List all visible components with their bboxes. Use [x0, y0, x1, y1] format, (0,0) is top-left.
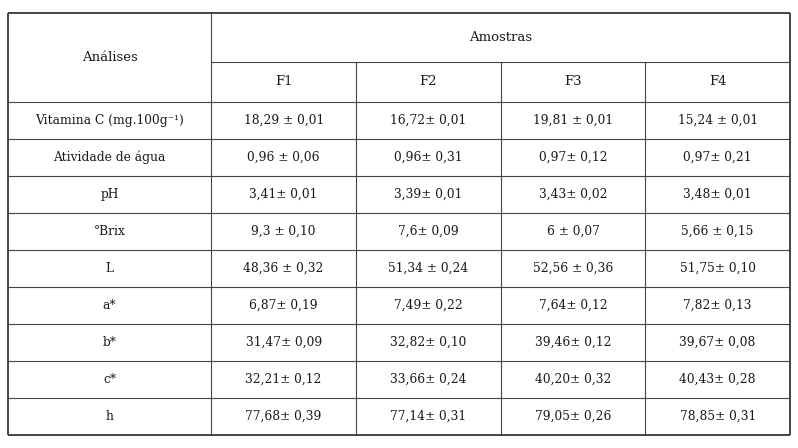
Text: 3,39± 0,01: 3,39± 0,01 — [394, 188, 463, 201]
Text: 6 ± 0,07: 6 ± 0,07 — [547, 225, 599, 238]
Text: F3: F3 — [564, 75, 582, 88]
Text: c*: c* — [103, 373, 117, 386]
Text: 0,97± 0,12: 0,97± 0,12 — [539, 151, 607, 164]
Text: 77,14± 0,31: 77,14± 0,31 — [390, 409, 466, 422]
Text: 40,43± 0,28: 40,43± 0,28 — [679, 373, 756, 386]
Text: L: L — [105, 262, 113, 275]
Text: 7,6± 0,09: 7,6± 0,09 — [398, 225, 459, 238]
Text: F1: F1 — [275, 75, 292, 88]
Text: Amostras: Amostras — [469, 31, 532, 44]
Text: 39,67± 0,08: 39,67± 0,08 — [679, 336, 756, 349]
Text: 3,41± 0,01: 3,41± 0,01 — [250, 188, 318, 201]
Text: 7,49± 0,22: 7,49± 0,22 — [394, 299, 463, 312]
Text: 6,87± 0,19: 6,87± 0,19 — [249, 299, 318, 312]
Text: 19,81 ± 0,01: 19,81 ± 0,01 — [533, 114, 613, 127]
Text: 0,97± 0,21: 0,97± 0,21 — [683, 151, 752, 164]
Text: 7,64± 0,12: 7,64± 0,12 — [539, 299, 607, 312]
Text: 40,20± 0,32: 40,20± 0,32 — [535, 373, 611, 386]
Text: 7,82± 0,13: 7,82± 0,13 — [683, 299, 752, 312]
Text: a*: a* — [103, 299, 117, 312]
Text: 32,82± 0,10: 32,82± 0,10 — [390, 336, 467, 349]
Text: 3,43± 0,02: 3,43± 0,02 — [539, 188, 607, 201]
Text: F2: F2 — [420, 75, 437, 88]
Text: 33,66± 0,24: 33,66± 0,24 — [390, 373, 467, 386]
Text: 32,21± 0,12: 32,21± 0,12 — [246, 373, 322, 386]
Text: Atividade de água: Atividade de água — [53, 151, 166, 164]
Text: 52,56 ± 0,36: 52,56 ± 0,36 — [533, 262, 613, 275]
Text: 16,72± 0,01: 16,72± 0,01 — [390, 114, 467, 127]
Text: b*: b* — [103, 336, 117, 349]
Text: 48,36 ± 0,32: 48,36 ± 0,32 — [243, 262, 324, 275]
Text: 39,46± 0,12: 39,46± 0,12 — [535, 336, 611, 349]
Text: 15,24 ± 0,01: 15,24 ± 0,01 — [678, 114, 758, 127]
Text: 3,48± 0,01: 3,48± 0,01 — [683, 188, 752, 201]
Text: 31,47± 0,09: 31,47± 0,09 — [246, 336, 322, 349]
Text: 5,66 ± 0,15: 5,66 ± 0,15 — [681, 225, 754, 238]
Text: 0,96± 0,31: 0,96± 0,31 — [394, 151, 463, 164]
Text: Análises: Análises — [81, 51, 137, 64]
Text: 0,96 ± 0,06: 0,96 ± 0,06 — [247, 151, 320, 164]
Text: °Brix: °Brix — [93, 225, 125, 238]
Text: 18,29 ± 0,01: 18,29 ± 0,01 — [243, 114, 324, 127]
Text: 78,85± 0,31: 78,85± 0,31 — [680, 409, 756, 422]
Text: Vitamina C (mg.100g⁻¹): Vitamina C (mg.100g⁻¹) — [35, 114, 184, 127]
Text: h: h — [105, 409, 113, 422]
Text: pH: pH — [101, 188, 119, 201]
Text: 77,68± 0,39: 77,68± 0,39 — [246, 409, 322, 422]
Text: 79,05± 0,26: 79,05± 0,26 — [535, 409, 611, 422]
Text: F4: F4 — [709, 75, 726, 88]
Text: 51,34 ± 0,24: 51,34 ± 0,24 — [388, 262, 468, 275]
Text: 51,75± 0,10: 51,75± 0,10 — [680, 262, 756, 275]
Text: 9,3 ± 0,10: 9,3 ± 0,10 — [251, 225, 316, 238]
